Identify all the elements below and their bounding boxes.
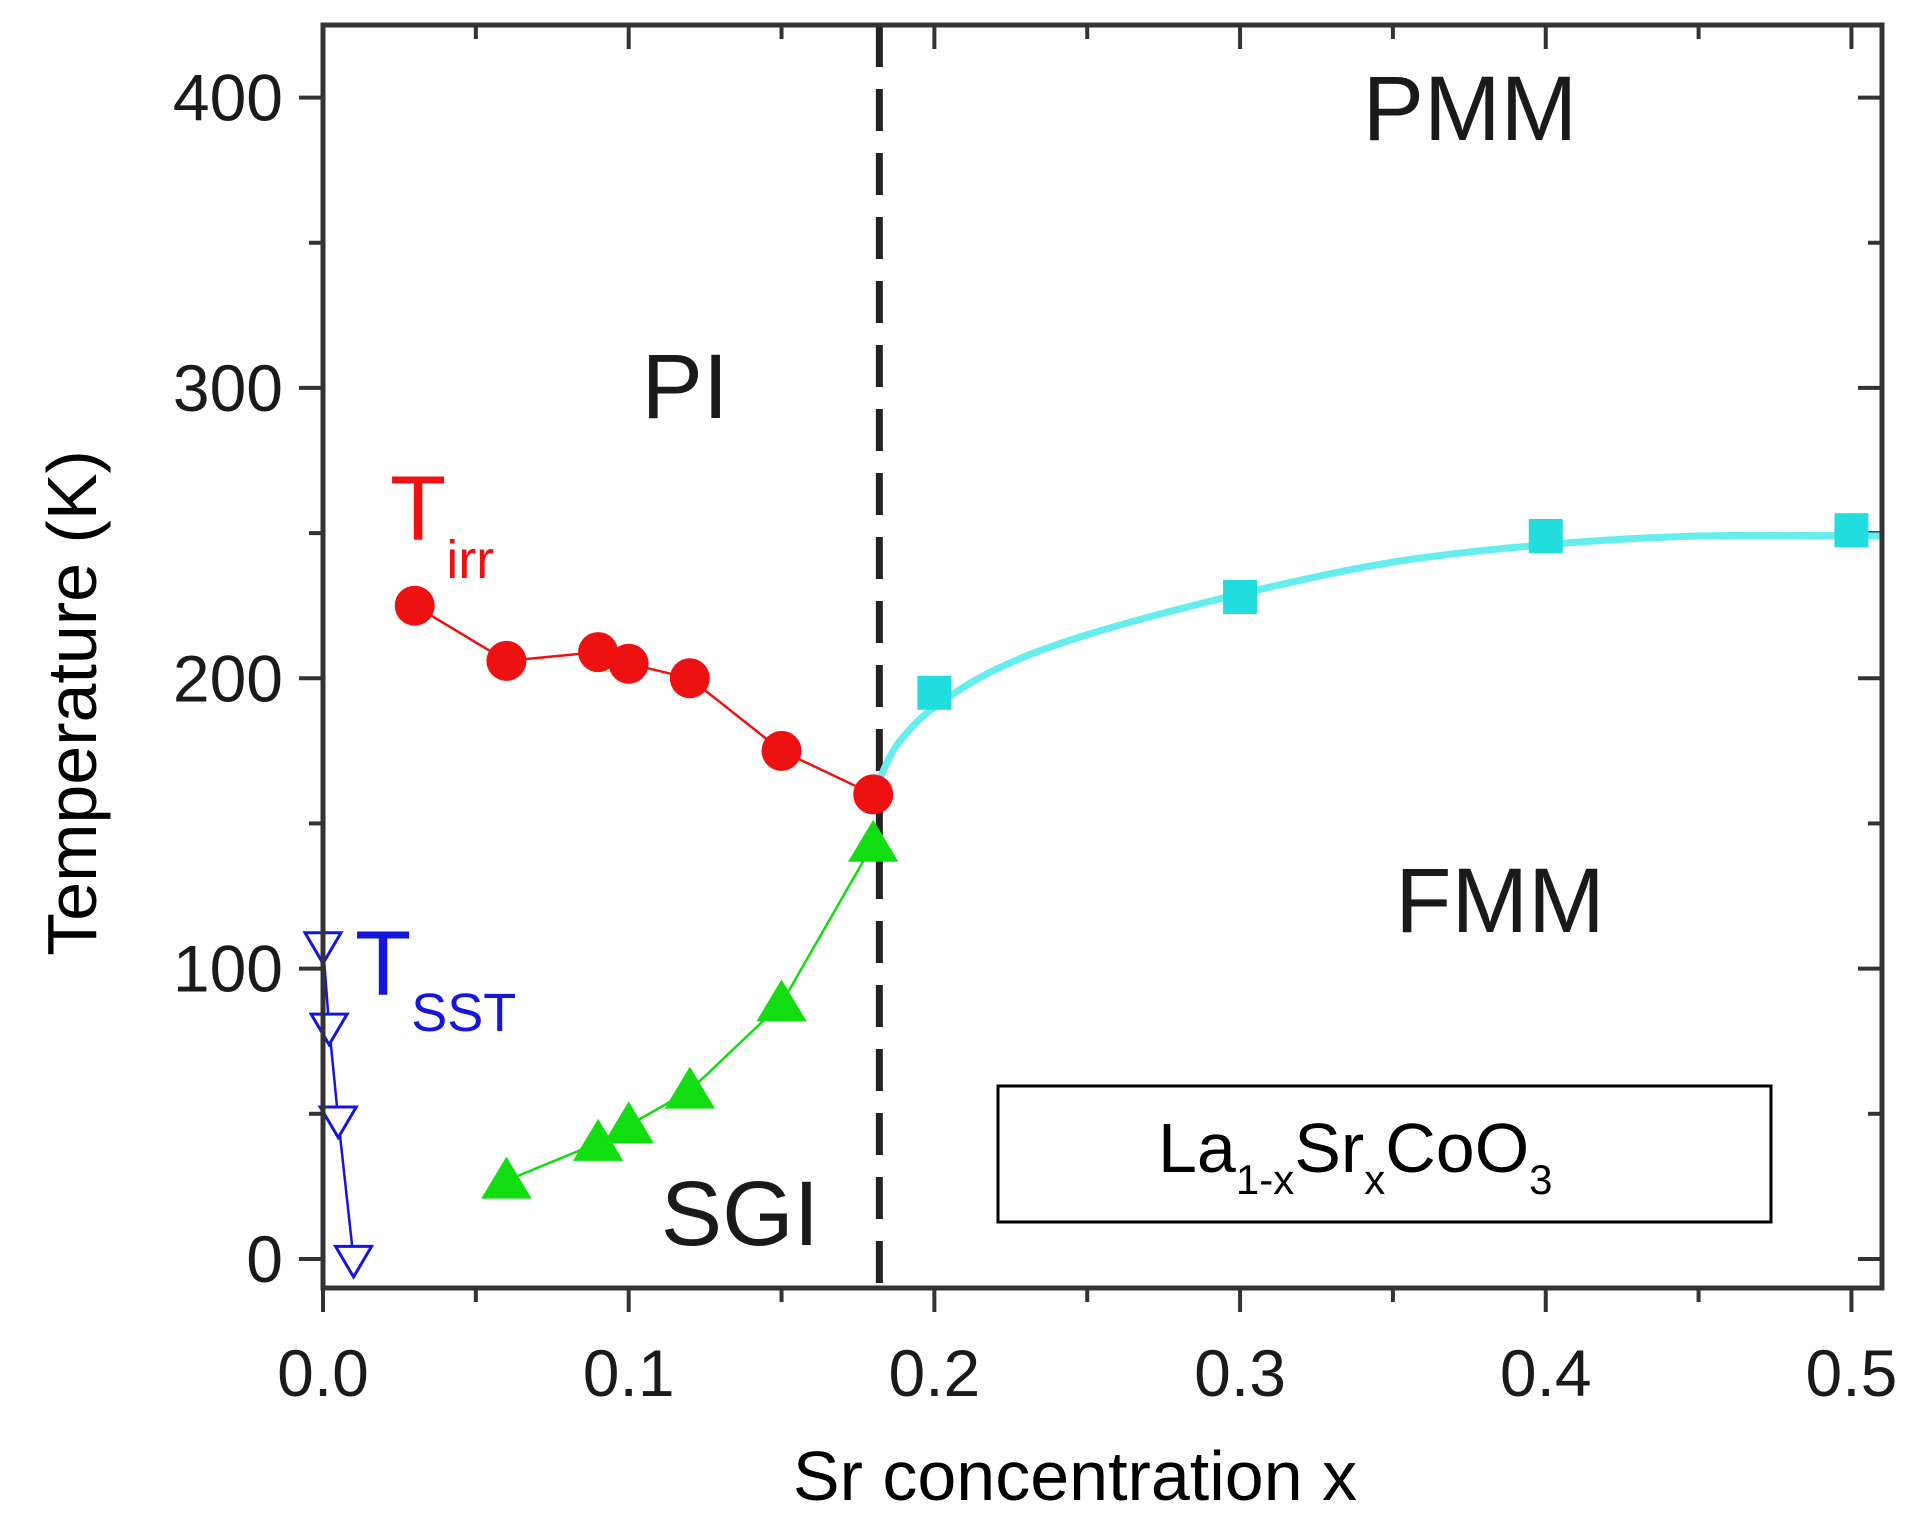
sgi-triangle-point	[756, 979, 807, 1022]
t-irr-sub: irr	[446, 530, 494, 590]
t-irr-main: T	[390, 458, 446, 560]
y-tick-label: 0	[246, 1222, 283, 1296]
y-tick-label: 400	[173, 61, 283, 135]
formula-la-sub: 1-x	[1236, 1156, 1294, 1203]
formula-coo: CoO	[1385, 1109, 1529, 1187]
sgi-triangle-point	[848, 819, 899, 862]
x-tick-label: 0.1	[583, 1336, 675, 1410]
region-label-sgi: SGI	[661, 1163, 819, 1265]
fmm-square-point	[1834, 513, 1869, 548]
compound-box	[996, 1084, 1773, 1224]
t-sst-sub: SST	[411, 983, 516, 1043]
x-tick-label: 0.2	[888, 1336, 980, 1410]
region-label-pi: PI	[642, 336, 729, 438]
y-tick-label: 300	[173, 351, 283, 425]
formula-sr: Sr	[1294, 1109, 1364, 1187]
y-axis-title: Temperature (K)	[33, 450, 111, 956]
fmm-square-point	[917, 675, 952, 710]
t-irr-point	[394, 585, 435, 626]
t-sst-main: T	[355, 913, 411, 1015]
t-sst-point	[317, 1105, 359, 1141]
y-tick-label: 100	[173, 932, 283, 1006]
t-irr-label: Tirr	[390, 458, 494, 590]
plot-frame	[320, 22, 1885, 1291]
formula-sr-sub: x	[1364, 1156, 1385, 1203]
x-tick-label: 0.4	[1500, 1336, 1592, 1410]
fmm-fit-curve	[870, 531, 1883, 796]
formula-la: La	[1158, 1109, 1236, 1187]
t-sst-connecting-line	[321, 945, 355, 1260]
t-sst-label: TSST	[355, 913, 516, 1043]
t-irr-point	[486, 640, 527, 681]
green-connecting-line	[505, 843, 875, 1182]
fmm-square-point	[1528, 519, 1563, 554]
t-irr-point	[608, 643, 649, 684]
formula-coo-sub: 3	[1529, 1156, 1552, 1203]
x-tick-label: 0.5	[1806, 1336, 1898, 1410]
sgi-triangle-point	[664, 1066, 716, 1109]
t-irr-point	[853, 774, 894, 815]
sgi-triangle-point	[572, 1118, 624, 1161]
t-irr-point	[578, 632, 619, 673]
fmm-square-point	[1223, 579, 1258, 614]
x-tick-label: 0.0	[277, 1336, 369, 1410]
t-irr-point	[669, 658, 710, 699]
region-label-pmm: PMM	[1363, 58, 1578, 160]
t-irr-connecting-line	[414, 604, 874, 796]
t-sst-point	[308, 1012, 350, 1048]
sgi-triangle-point	[603, 1101, 654, 1144]
t-sst-point	[332, 1244, 375, 1280]
markers-layer	[302, 513, 1869, 1280]
t-irr-point	[761, 730, 802, 771]
y-tick-label: 200	[173, 641, 283, 715]
ticks-layer: 0.0 0.1 0.2 0.3 0.4 0.5 0 100 200 300 400	[173, 25, 1897, 1410]
region-label-fmm: FMM	[1395, 850, 1604, 952]
sgi-triangle-point	[481, 1156, 532, 1199]
compound-formula: La1-xSrxCoO3	[1158, 1109, 1553, 1203]
x-axis-title: Sr concentration x	[793, 1437, 1357, 1515]
x-tick-label: 0.3	[1194, 1336, 1286, 1410]
